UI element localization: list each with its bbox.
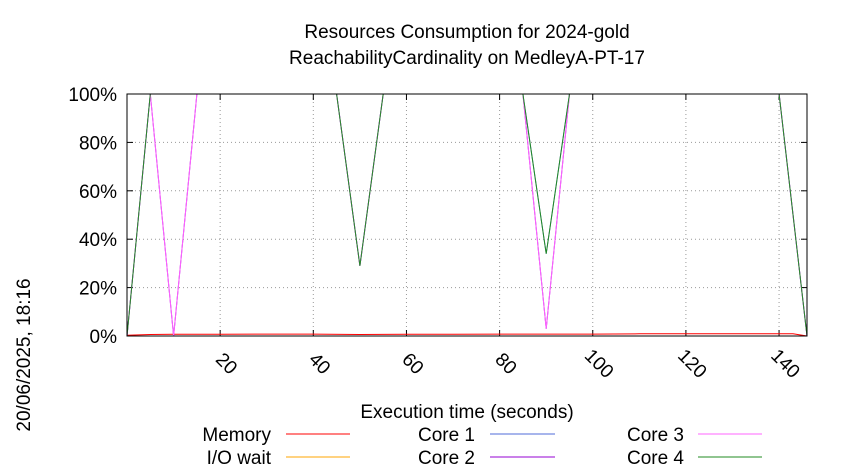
legend-label: Core 1 xyxy=(418,425,475,446)
x-tick-label: 20 xyxy=(211,349,241,379)
plot-frame xyxy=(126,93,808,337)
series-lines xyxy=(126,93,808,337)
x-tick-label: 140 xyxy=(766,345,803,382)
x-tick-labels: 20 40 60 80 100 120 140 xyxy=(211,345,803,382)
legend-label: Core 4 xyxy=(627,448,684,469)
series-line-core-2 xyxy=(126,93,808,337)
grid-lines xyxy=(127,93,807,337)
y-tick-label: 0% xyxy=(90,327,118,348)
x-tick-label: 60 xyxy=(397,349,427,379)
chart-title-line2: ReachabilityCardinality on MedleyA-PT-17 xyxy=(289,48,645,69)
series-line-core-1 xyxy=(126,93,808,337)
chart-title-line1: Resources Consumption for 2024-gold xyxy=(304,22,629,43)
x-tick-label: 100 xyxy=(580,345,617,382)
timestamp-label: 20/06/2025, 18:16 xyxy=(14,278,35,431)
y-tick-label: 100% xyxy=(68,85,117,106)
series-line-memory xyxy=(126,333,808,337)
series-line-core-3 xyxy=(126,93,808,337)
y-tick-label: 20% xyxy=(79,279,117,300)
x-tick-label: 120 xyxy=(673,345,710,382)
x-tick-label: 40 xyxy=(304,349,334,379)
y-tick-label: 60% xyxy=(79,182,117,203)
legend-label: I/O wait xyxy=(207,448,272,469)
x-tick-label: 80 xyxy=(491,349,521,379)
x-axis-label: Execution time (seconds) xyxy=(360,402,573,423)
legend-label: Core 3 xyxy=(627,425,684,446)
y-tick-label: 40% xyxy=(79,230,117,251)
legend-label: Core 2 xyxy=(418,448,475,469)
legend-label: Memory xyxy=(202,425,271,446)
series-line-core-4 xyxy=(126,93,808,337)
y-tick-labels: 0% 20% 40% 60% 80% 100% xyxy=(68,85,117,348)
y-tick-label: 80% xyxy=(79,133,117,154)
